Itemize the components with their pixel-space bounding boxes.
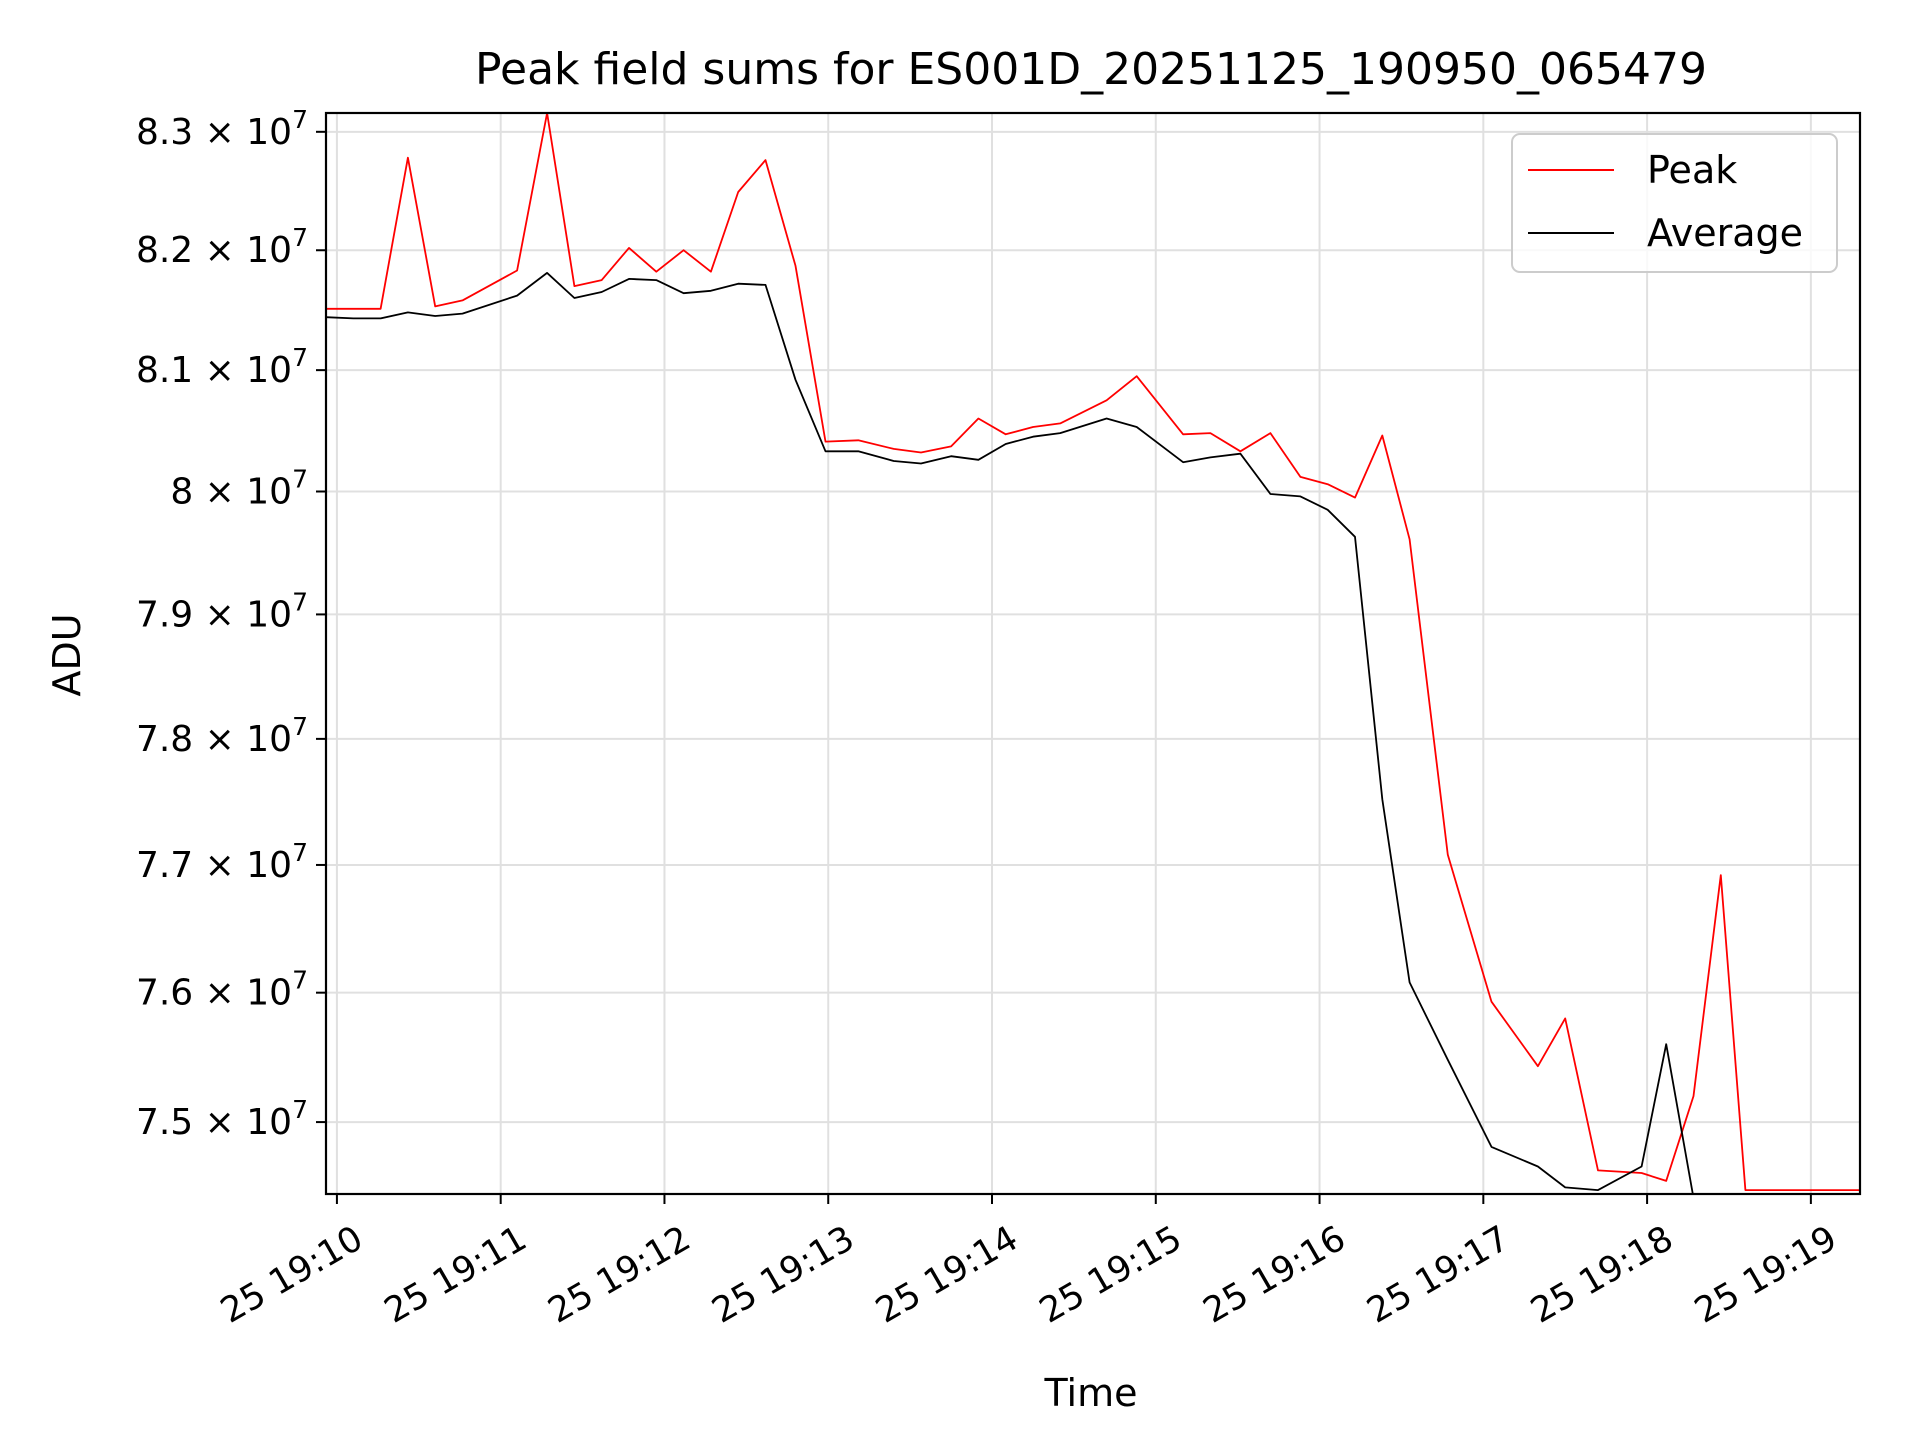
chart-title: Peak field sums for ES001D_20251125_1909… — [475, 44, 1707, 95]
legend: Peak Average — [1511, 133, 1838, 273]
series-line-average — [326, 271, 1694, 1194]
y-tick-label: 7.6 × 107 — [136, 966, 308, 1014]
y-axis-label: ADU — [45, 613, 89, 696]
grid — [326, 113, 1860, 1194]
legend-label-peak: Peak — [1647, 148, 1737, 192]
legend-label-average: Average — [1647, 211, 1803, 255]
y-tick-label: 8.1 × 107 — [136, 343, 308, 391]
y-tick-label: 8.3 × 107 — [136, 105, 308, 153]
y-tick-label: 8 × 107 — [170, 465, 308, 513]
legend-box — [1511, 133, 1838, 273]
y-tick-label: 8.2 × 107 — [136, 223, 308, 271]
plot-frame — [324, 111, 1862, 1196]
series-layer — [326, 113, 1860, 1194]
series-line-peak — [326, 113, 1860, 1191]
y-tick-label: 7.5 × 107 — [136, 1095, 308, 1143]
y-tick-label: 7.9 × 107 — [136, 587, 308, 635]
y-axis-ticks: 7.5 × 107 7.6 × 107 7.7 × 107 7.8 × 107 7.9 … — [136, 105, 326, 1143]
y-tick-label: 7.8 × 107 — [136, 712, 308, 760]
y-tick-label: 7.7 × 107 — [136, 838, 308, 886]
x-axis-label: Time — [1044, 1371, 1138, 1415]
